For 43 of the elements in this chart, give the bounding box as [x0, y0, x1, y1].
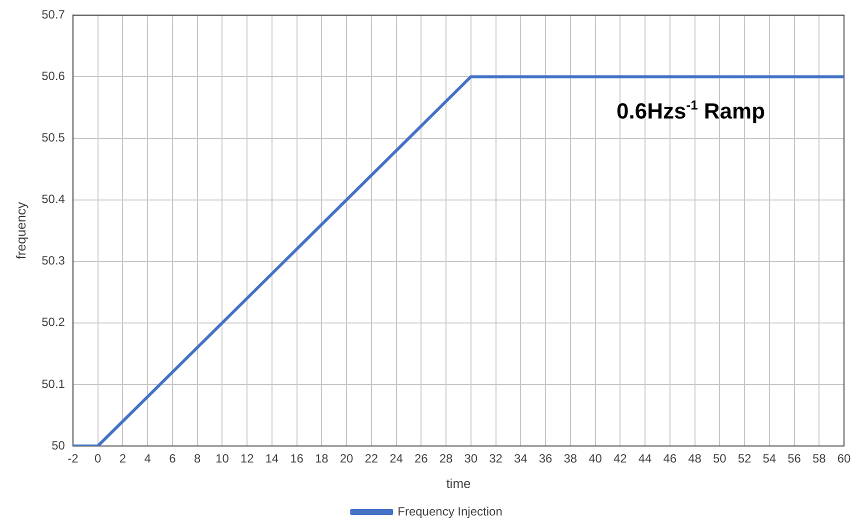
x-tick-label: 54 [762, 452, 776, 466]
y-tick-label: 50.2 [42, 315, 66, 330]
x-tick-label: 2 [119, 452, 126, 466]
x-tick-label: 36 [538, 452, 553, 466]
y-tick-label: 50.1 [42, 376, 66, 391]
y-tick-label: 50.3 [42, 254, 66, 268]
x-tick-label: 12 [240, 452, 254, 466]
x-tick-label: 48 [688, 452, 702, 466]
x-tick-label: 26 [414, 452, 428, 466]
x-tick-label: 34 [514, 452, 528, 466]
x-tick-label: 22 [364, 452, 378, 466]
x-tick-label: 20 [340, 452, 354, 466]
y-tick-label: 50.5 [42, 130, 66, 145]
y-axis-title: frequency [13, 202, 28, 260]
x-tick-label: 14 [265, 452, 279, 466]
x-tick-label: 40 [588, 452, 602, 466]
x-tick-label: 0 [94, 452, 102, 466]
x-tick-label: 28 [439, 452, 454, 466]
x-tick-label: 30 [464, 452, 478, 466]
x-tick-label: 56 [788, 452, 802, 466]
x-tick-label: 10 [216, 452, 230, 466]
x-tick-label: 52 [738, 452, 752, 466]
x-tick-label: 42 [613, 452, 628, 466]
legend-label: Frequency Injection [398, 504, 502, 518]
x-tick-label: 38 [564, 452, 578, 466]
y-tick-label: 50.4 [42, 192, 66, 206]
x-tick-label: -2 [68, 452, 79, 466]
x-tick-label: 24 [390, 452, 404, 466]
x-tick-label: 44 [638, 452, 652, 466]
x-tick-label: 32 [489, 452, 503, 466]
x-tick-label: 18 [315, 452, 329, 466]
x-axis-title: time [446, 476, 471, 491]
y-tick-label: 50.6 [42, 69, 66, 84]
y-tick-label: 50.7 [42, 8, 66, 22]
y-tick-label: 50 [52, 438, 66, 452]
x-tick-label: 46 [663, 452, 677, 466]
x-tick-label: 50 [712, 452, 727, 466]
x-tick-label: 58 [812, 452, 826, 466]
x-tick-label: 4 [144, 452, 152, 466]
x-tick-label: 60 [837, 452, 851, 466]
x-tick-label: 16 [290, 452, 304, 466]
x-tick-label: 8 [194, 452, 201, 466]
x-tick-label: 6 [169, 452, 176, 466]
